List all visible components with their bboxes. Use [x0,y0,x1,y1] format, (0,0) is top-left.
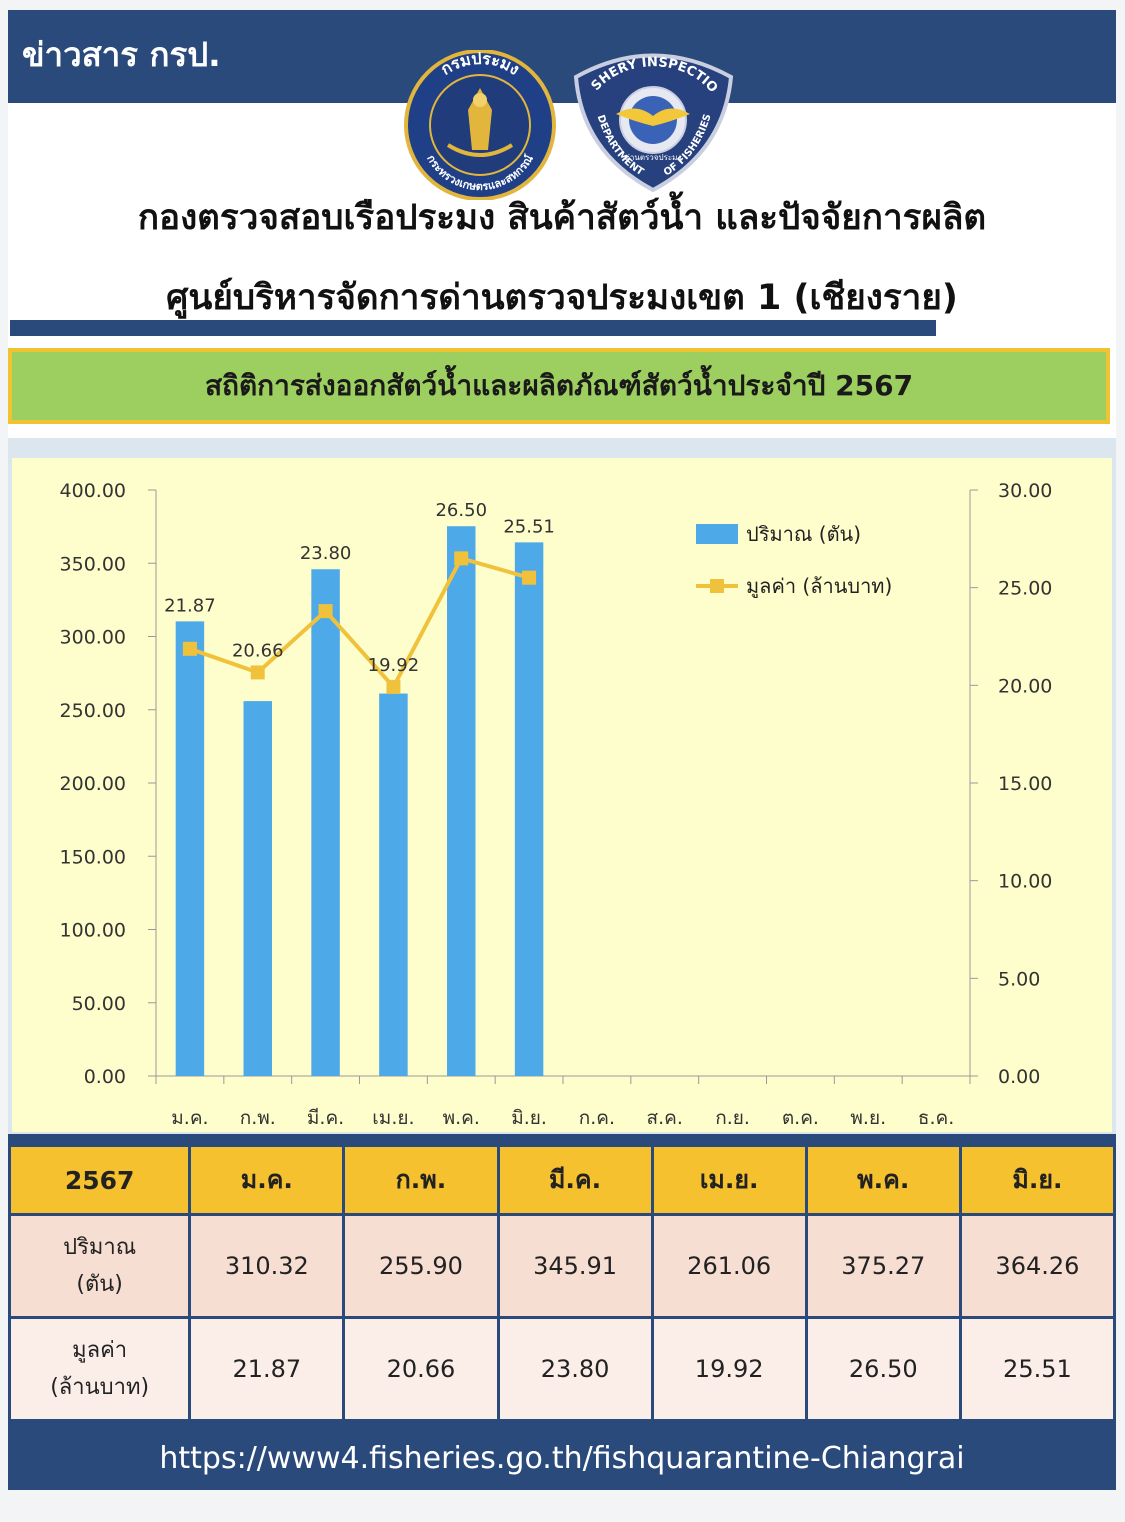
value-series-line [189,555,530,691]
table-header-row: 2567 ม.ค. ก.พ. มี.ค. เม.ย. พ.ค. มิ.ย. [11,1147,1113,1213]
chart-area: 0.00 50.00 100.00 150.00 200.00 250.00 300.00 3… [8,438,1116,1134]
table-cell: 25.51 [961,1319,1113,1419]
data-label: 20.66 [232,640,284,661]
bar-quantity [514,542,544,1076]
bar-quantity [379,693,408,1076]
left-tick-label: 300.00 [60,627,126,649]
data-label: 25.51 [503,516,555,537]
row-label-value: มูลค่า (ล้านบาท) [11,1319,189,1419]
left-tick-label: 50.00 [72,993,126,1015]
bar-quantity [243,701,272,1076]
right-tick-label: 10.00 [998,871,1052,893]
value-point-marker [318,604,333,619]
table-cell: 310.32 [191,1216,343,1316]
value-point-marker [182,641,197,656]
value-point-marker [522,570,537,585]
right-tick-label: 25.00 [998,578,1052,600]
row-label-line: (ตัน) [76,1272,123,1297]
x-tick-label: ธ.ค. [918,1107,954,1129]
fishery-inspection-shield-logo: FISHERY INSPECTION DEPARTMENT OF FISHERI… [566,42,734,192]
right-tick-label: 15.00 [998,773,1052,795]
table-month-header: ก.พ. [345,1147,497,1213]
right-tick-label: 5.00 [998,968,1040,990]
chart-subtitle: สถิติการส่งออกสัตว์น้ำและผลิตภัณฑ์สัตว์น… [8,348,1110,424]
data-label: 19.92 [368,655,420,676]
table-cell: 21.87 [191,1319,343,1419]
department-seal-logo: กรมประมง กระทรวงเกษตรและสหกรณ์ [404,50,556,200]
legend-swatch-bar [696,524,738,544]
table-cell: 261.06 [653,1216,805,1316]
table-cell: 345.91 [499,1216,651,1316]
value-point-marker [454,551,469,566]
data-label: 26.50 [435,500,487,521]
x-tick-label: พ.ย. [850,1107,886,1129]
table-month-header: พ.ค. [807,1147,959,1213]
table-year-header: 2567 [11,1147,189,1213]
right-tick-label: 0.00 [998,1066,1040,1088]
table-cell: 20.66 [345,1319,497,1419]
title-underline [10,320,936,336]
svg-text:ด่านตรวจประมง: ด่านตรวจประมง [625,153,682,162]
top-banner: ข่าวสาร กรป. [8,10,1116,103]
table-row-quantity: ปริมาณ (ตัน) 310.32 255.90 345.91 261.06… [11,1216,1113,1316]
center-title: ศูนย์บริหารจัดการด่านตรวจประมงเขต 1 (เชี… [166,278,958,318]
x-tick-label: เม.ย. [372,1107,414,1129]
left-tick-label: 400.00 [60,480,126,502]
left-tick-label: 0.00 [84,1066,126,1088]
right-tick-label: 30.00 [998,480,1052,502]
left-tick-label: 150.00 [60,846,126,868]
table-cell: 375.27 [807,1216,959,1316]
left-tick-label: 250.00 [60,700,126,722]
legend-swatch-marker [710,579,724,593]
x-tick-label: ก.ย. [715,1107,750,1129]
table-row-value: มูลค่า (ล้านบาท) 21.87 20.66 23.80 19.92… [11,1319,1113,1419]
left-tick-label: 200.00 [60,773,126,795]
bar-quantity [311,569,340,1076]
table-cell: 19.92 [653,1319,805,1419]
table-month-header: ม.ค. [191,1147,343,1213]
legend-label-quantity: ปริมาณ (ตัน) [746,522,861,546]
footer-url-link[interactable]: https://www4.fisheries.go.th/fishquarant… [159,1440,965,1476]
row-label-line: ปริมาณ [63,1234,137,1260]
table-cell: 364.26 [961,1216,1113,1316]
table-cell: 26.50 [807,1319,959,1419]
x-tick-label: ม.ค. [171,1107,208,1129]
main-title: กองตรวจสอบเรือประมง สินค้าสัตว์น้ำ และปั… [137,198,987,238]
left-tick-label: 350.00 [60,553,126,575]
left-tick-label: 100.00 [60,920,126,942]
data-label: 21.87 [164,595,216,616]
x-tick-label: ส.ค. [647,1107,683,1129]
value-point-marker [250,665,265,680]
data-label: 23.80 [300,543,352,564]
page: ข่าวสาร กรป. กรมประมง กระทรวงเกษตรและสหก… [8,10,1116,1490]
export-chart: 0.00 50.00 100.00 150.00 200.00 250.00 300.00 3… [12,458,1112,1132]
table-month-header: เม.ย. [653,1147,805,1213]
value-point-marker [386,679,401,694]
table-month-header: มิ.ย. [961,1147,1113,1213]
x-tick-label: มี.ค. [307,1107,344,1129]
row-label-line: มูลค่า [72,1337,128,1363]
right-tick-label: 20.00 [998,675,1052,697]
x-tick-label: มิ.ย. [511,1107,547,1129]
data-table-wrapper: 2567 ม.ค. ก.พ. มี.ค. เม.ย. พ.ค. มิ.ย. ปร… [8,1134,1116,1426]
legend-label-value: มูลค่า (ล้านบาท) [746,574,892,599]
row-label-quantity: ปริมาณ (ตัน) [11,1216,189,1316]
x-tick-label: ก.พ. [240,1107,276,1129]
x-tick-label: พ.ค. [443,1107,480,1129]
row-label-line: (ล้านบาท) [50,1375,150,1400]
table-cell: 23.80 [499,1319,651,1419]
table-cell: 255.90 [345,1216,497,1316]
footer-url-bar: https://www4.fisheries.go.th/fishquarant… [8,1426,1116,1490]
brand-title: ข่าวสาร กรป. [22,35,221,74]
bar-quantity [447,526,476,1076]
data-table: 2567 ม.ค. ก.พ. มี.ค. เม.ย. พ.ค. มิ.ย. ปร… [8,1144,1116,1422]
table-month-header: มี.ค. [499,1147,651,1213]
bar-quantity [175,621,205,1076]
x-tick-label: ก.ค. [579,1107,615,1129]
x-tick-label: ต.ค. [782,1107,819,1129]
